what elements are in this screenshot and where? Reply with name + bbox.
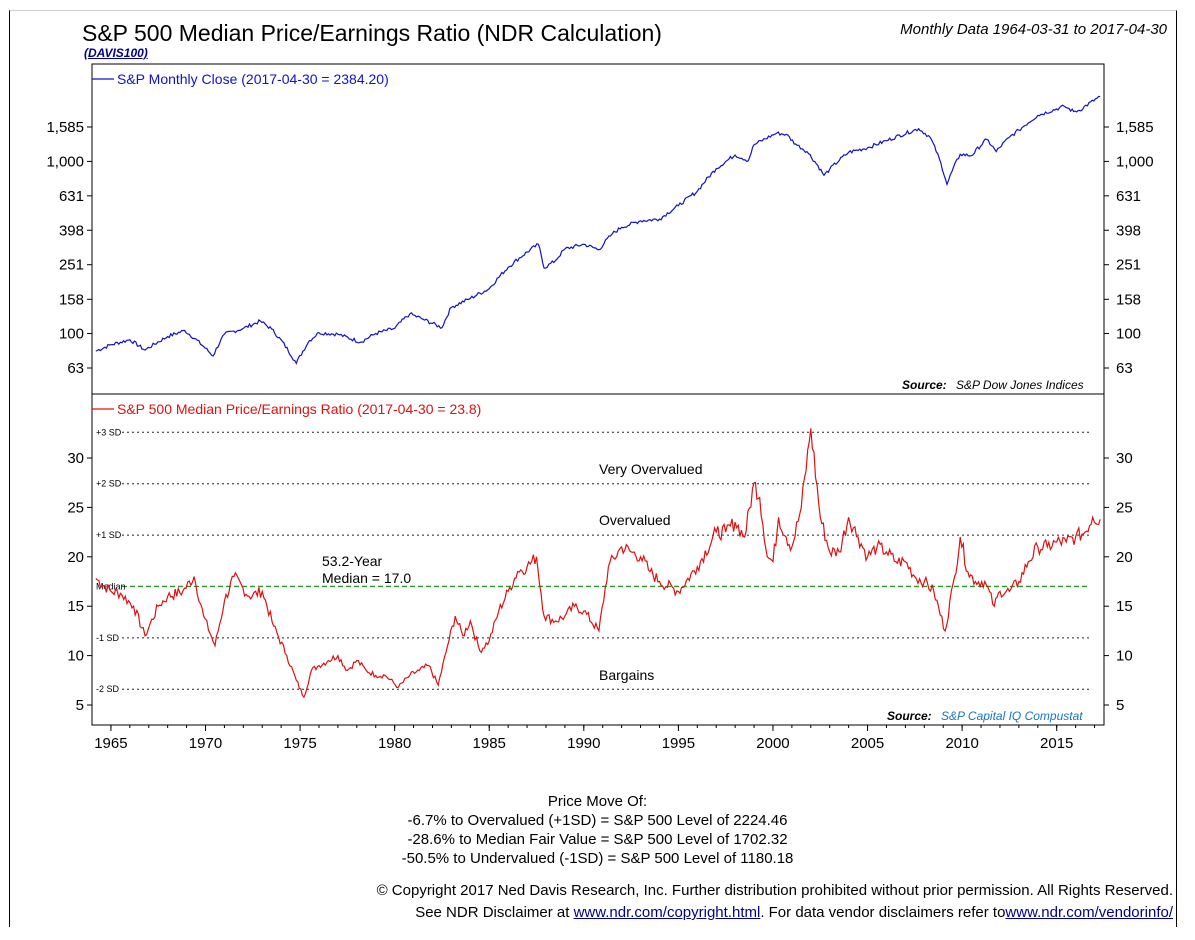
price-y-tick-label-left: 398 [59,222,84,239]
x-tick-label: 2015 [1040,735,1073,752]
sd-line-label: +3 SD [96,427,122,437]
disclaimer-prefix: See NDR Disclaimer at [415,904,574,921]
price-y-tick-label-left: 63 [67,360,84,377]
chart-title: S&P 500 Median Price/Earnings Ratio (NDR… [82,20,662,46]
pe-y-tick-label-right: 20 [1116,549,1133,566]
x-tick-label: 1990 [567,735,600,752]
price-y-tick-label-left: 251 [59,257,84,274]
price-source: S&P Dow Jones Indices [956,378,1084,392]
sd-line-label: -1 SD [96,633,120,643]
price-move-undervalued: -50.5% to Undervalued (-1SD) = S&P 500 L… [401,850,794,867]
x-tick-label: 1970 [189,735,222,752]
sd-line-label: +1 SD [96,530,122,540]
pe-y-tick-label-left: 10 [67,648,84,665]
x-tick-label: 2000 [756,735,789,752]
price-y-tick-label-left: 1,000 [46,153,84,170]
price-y-tick-label-right: 1,585 [1116,119,1154,136]
disclaimer-mid: . For data vendor disclaimers refer to [760,904,1006,921]
price-y-tick-label-right: 1,000 [1116,153,1154,170]
annotation-median-value: Median = 17.0 [322,570,411,586]
x-tick-label: 2010 [945,735,978,752]
price-y-tick-label-right: 398 [1116,222,1141,239]
pe-y-tick-label-right: 5 [1116,697,1124,714]
x-tick-label: 1985 [473,735,506,752]
sd-reference-lines: +3 SD +2 SD +1 SD Median -1 SD -2 SD [96,427,1090,694]
pe-y-tick-label-right: 10 [1116,648,1133,665]
vendor-info-link[interactable]: www.ndr.com/vendorinfo/ [1005,904,1173,921]
copyright-link[interactable]: www.ndr.com/copyright.html [573,904,761,921]
price-series-line [95,95,1101,365]
outer-frame [9,10,1177,927]
date-range: Monthly Data 1964-03-31 to 2017-04-30 [900,21,1167,38]
sd-line-label: -2 SD [96,684,120,694]
x-tick-label: 2005 [851,735,884,752]
price-y-tick-label-left: 158 [59,291,84,308]
pe-source-label: Source: [887,709,932,723]
x-tick-label: 1965 [94,735,127,752]
series-code-link[interactable]: (DAVIS100) [84,46,148,60]
price-y-tick-label-left: 631 [59,188,84,205]
price-y-tick-label-right: 631 [1116,188,1141,205]
price-panel-frame [91,63,1105,395]
price-y-tick-label-right: 251 [1116,257,1141,274]
price-y-tick-label-right: 158 [1116,291,1141,308]
pe-y-tick-label-left: 30 [67,450,84,467]
pe-y-tick-label-right: 15 [1116,598,1133,615]
disclaimer-line: See NDR Disclaimer at www.ndr.com/copyri… [415,904,1173,921]
annotation-very-overvalued: Very Overvalued [599,461,703,477]
price-legend: S&P Monthly Close (2017-04-30 = 2384.20) [117,71,389,87]
pe-series-line [95,428,1101,699]
price-y-tick-label-right: 63 [1116,360,1133,377]
x-axis: 1965 1970 1975 1980 1985 1990 1995 2000 2005 2010… [94,725,1096,752]
annotation-bargains: Bargains [599,667,654,683]
sd-line-label: +2 SD [96,479,122,489]
copyright-notice: © Copyright 2017 Ned Davis Research, Inc… [376,882,1173,899]
pe-legend: S&P 500 Median Price/Earnings Ratio (201… [117,401,481,417]
pe-y-tick-label-right: 25 [1116,499,1133,516]
price-y-axis: 63 63 100 100 158 158 251 251 398 398 631 631 1,000 1… [46,119,1153,377]
pe-y-tick-label-left: 20 [67,549,84,566]
price-y-tick-label-left: 100 [59,325,84,342]
pe-source: S&P Capital IQ Compustat [941,709,1083,723]
price-move-overvalued: -6.7% to Overvalued (+1SD) = S&P 500 Lev… [407,812,788,829]
annotation-overvalued: Overvalued [599,512,671,528]
annotation-median-years: 53.2-Year [322,553,383,569]
sd-line-label: Median [96,581,126,591]
x-tick-label: 1980 [378,735,411,752]
pe-panel-frame [91,393,1105,726]
price-y-tick-label-left: 1,585 [46,119,84,136]
pe-y-axis: 5 5 10 10 15 15 20 20 25 25 30 30 [67,450,1132,714]
pe-y-tick-label-left: 25 [67,499,84,516]
x-tick-label: 1995 [662,735,695,752]
price-y-tick-label-right: 100 [1116,325,1141,342]
price-source-label: Source: [902,378,947,392]
pe-y-tick-label-right: 30 [1116,450,1133,467]
price-move-heading: Price Move Of: [547,793,648,810]
x-tick-label: 1975 [283,735,316,752]
pe-y-tick-label-left: 15 [67,598,84,615]
pe-y-tick-label-left: 5 [76,697,84,714]
price-move-median: -28.6% to Median Fair Value = S&P 500 Le… [407,831,788,848]
